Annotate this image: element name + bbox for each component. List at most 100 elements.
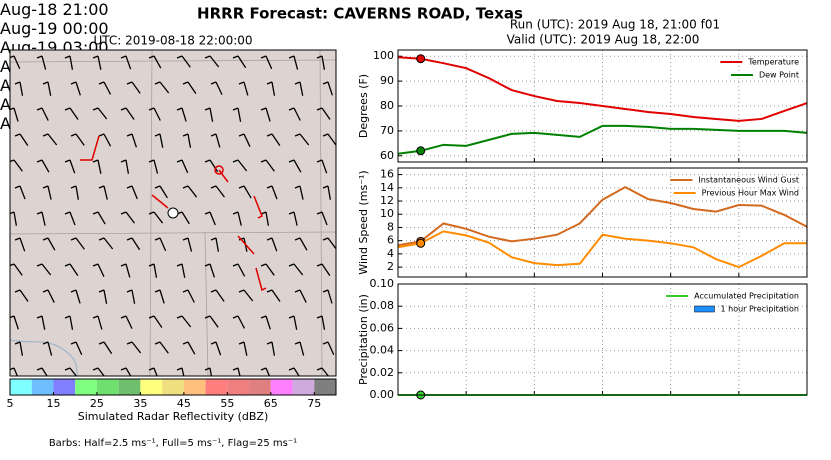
colorbar-bin bbox=[96, 379, 119, 395]
plot-frame bbox=[397, 283, 808, 396]
wind-barb bbox=[294, 341, 305, 356]
wind-barb bbox=[182, 289, 195, 303]
y-tick-label: 80 bbox=[380, 99, 394, 112]
wind-barb bbox=[36, 211, 46, 226]
y-tick-label: 10 bbox=[380, 207, 394, 220]
y-tick-label: 0.00 bbox=[370, 388, 395, 401]
y-axis-label: Degrees (F) bbox=[357, 74, 370, 138]
wind-barb bbox=[238, 185, 252, 199]
wind-barb bbox=[64, 315, 74, 330]
wind-barb bbox=[260, 55, 273, 70]
wind-barb bbox=[148, 315, 163, 328]
wind-barb bbox=[266, 341, 276, 356]
wind-barb bbox=[36, 263, 52, 276]
y-tick-label: 0.04 bbox=[370, 344, 395, 357]
y-tick-label: 60 bbox=[380, 149, 394, 162]
wind-barb bbox=[98, 81, 112, 95]
wind-barb bbox=[316, 107, 331, 120]
wind-barb bbox=[98, 341, 113, 355]
plot-frame bbox=[397, 167, 808, 278]
legend-label: Instantaneous Wind Gust bbox=[698, 176, 799, 185]
wind-barb bbox=[204, 263, 216, 278]
wind-barb bbox=[148, 263, 158, 278]
x-tick-label: 25 bbox=[90, 397, 104, 410]
wind-barb bbox=[266, 289, 281, 302]
legend-swatch bbox=[694, 305, 715, 313]
wind-barb bbox=[176, 315, 192, 328]
wind-barb bbox=[148, 211, 164, 224]
map-layer bbox=[10, 50, 336, 376]
y-tick-label: 16 bbox=[380, 168, 394, 181]
y-tick-label: 90 bbox=[380, 74, 394, 87]
x-tick-label: Aug-19 00:00 bbox=[0, 19, 109, 38]
series-line bbox=[397, 56, 808, 122]
wind-barb bbox=[64, 107, 79, 120]
wind-barb bbox=[210, 289, 225, 302]
wind-barb bbox=[70, 133, 85, 146]
wind-barb bbox=[10, 107, 19, 122]
calm-marker bbox=[214, 165, 224, 175]
wind-barb bbox=[92, 107, 108, 120]
wind-barb bbox=[70, 289, 81, 304]
wind-barb bbox=[322, 237, 336, 250]
y-tick-label: 6 bbox=[387, 234, 394, 247]
wind-barb bbox=[210, 133, 221, 148]
colorbar-bin bbox=[292, 379, 315, 395]
wind-barb bbox=[316, 55, 326, 70]
wind-barb bbox=[182, 237, 193, 252]
wind-barb bbox=[154, 81, 170, 94]
wind-barb bbox=[42, 81, 52, 96]
wind-barb bbox=[232, 107, 242, 122]
wind-barb bbox=[148, 367, 158, 376]
wind-barb bbox=[322, 185, 332, 200]
y-tick-label: 0.06 bbox=[370, 321, 395, 334]
colorbar-bin bbox=[227, 379, 250, 395]
wind-barb bbox=[92, 315, 103, 330]
wind-barb bbox=[64, 367, 78, 376]
wind-barb bbox=[322, 133, 336, 146]
colorbar-label: Simulated Radar Reflectivity (dBZ) bbox=[78, 410, 269, 423]
wind-barb bbox=[266, 237, 278, 252]
wind-barb bbox=[294, 237, 308, 251]
wind-barb bbox=[42, 289, 55, 303]
legend-label: Previous Hour Max Wind bbox=[702, 189, 799, 198]
wind-barb bbox=[322, 289, 333, 304]
wind-barb bbox=[10, 367, 19, 376]
wind-barb bbox=[154, 237, 167, 252]
wind-barb bbox=[42, 237, 56, 251]
red-barb bbox=[237, 235, 255, 255]
colorbar-bin bbox=[183, 379, 206, 395]
wind-barb bbox=[64, 159, 76, 174]
station-marker bbox=[167, 207, 179, 219]
wind-barb bbox=[182, 133, 192, 148]
x-tick-label: Aug-18 21:00 bbox=[0, 0, 109, 19]
wind-barb bbox=[176, 55, 191, 68]
colorbar-bin bbox=[249, 379, 271, 395]
wind-barb bbox=[204, 211, 216, 226]
y-axis-label: Wind Speed (ms⁻¹) bbox=[357, 170, 370, 274]
wind-barb bbox=[36, 367, 48, 376]
wind-barb bbox=[120, 159, 130, 174]
y-axis-label: Precipitation (in) bbox=[357, 294, 370, 385]
red-barb bbox=[255, 267, 267, 292]
wind-barb bbox=[42, 341, 53, 356]
wind-barb bbox=[294, 289, 307, 303]
wind-barb bbox=[126, 133, 138, 148]
wind-barb bbox=[260, 159, 275, 172]
y-tick-label: 70 bbox=[380, 124, 394, 137]
wind-barb bbox=[126, 237, 141, 251]
wind-barb bbox=[10, 211, 18, 226]
wind-barb bbox=[210, 237, 220, 252]
wind-barb bbox=[176, 367, 185, 376]
wind-barb bbox=[294, 81, 304, 96]
wind-barb bbox=[14, 341, 24, 356]
x-tick-label: 15 bbox=[46, 397, 60, 410]
wind-barb bbox=[204, 159, 219, 173]
wind-barb bbox=[92, 367, 105, 376]
colorbar-bin bbox=[162, 379, 184, 395]
wind-barb bbox=[210, 81, 223, 95]
colorbar-bin bbox=[10, 379, 32, 395]
wind-barb bbox=[154, 341, 169, 354]
wind-barb bbox=[288, 159, 302, 173]
